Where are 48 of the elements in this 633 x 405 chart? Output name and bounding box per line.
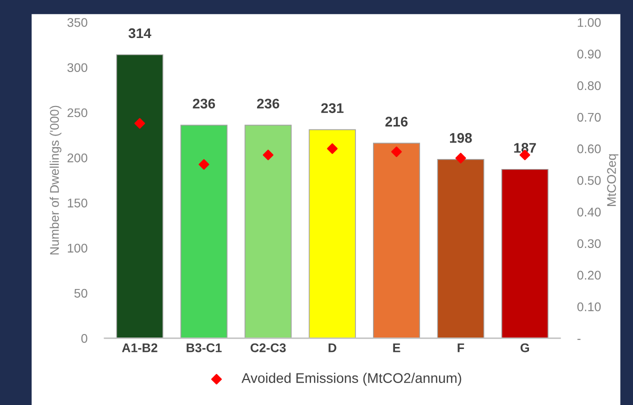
y2-tick-label: 0.20 xyxy=(577,270,601,280)
point xyxy=(262,150,274,160)
data-label: 216 xyxy=(385,116,408,127)
bar xyxy=(437,159,484,338)
y-tick-label: 350 xyxy=(67,18,88,27)
y-tick-label: 200 xyxy=(68,153,88,162)
x-tick-label: A1-B2 xyxy=(122,343,158,352)
x-tick-label: C2-C3 xyxy=(250,343,286,352)
y-tick-label: 250 xyxy=(68,108,88,118)
y2-tick-label: 0.50 xyxy=(577,176,601,185)
y2-tick-label: 0.40 xyxy=(577,208,601,216)
y2-tick-label: 0.90 xyxy=(577,50,601,59)
y2-tick-label: - xyxy=(577,338,580,340)
x-tick-label: E xyxy=(393,343,400,352)
point xyxy=(198,159,210,170)
y-tick-label: 300 xyxy=(67,63,88,72)
y2-tick-label: 0.60 xyxy=(577,144,601,154)
x-tick-label: D xyxy=(328,343,336,352)
y-tick-label: 0 xyxy=(81,334,88,343)
data-label: 236 xyxy=(257,98,280,109)
y2-tick-label: 0.10 xyxy=(577,302,601,312)
data-label: 236 xyxy=(192,98,216,109)
legend-label: Avoided Emissions (MtCO2/annum) xyxy=(242,372,462,386)
y2-axis-title: MtCO2eq xyxy=(607,154,618,206)
y2-tick-label: 0.30 xyxy=(577,239,601,248)
y-tick-label: 50 xyxy=(74,288,88,298)
point xyxy=(455,152,466,164)
data-label: 231 xyxy=(321,103,344,114)
point xyxy=(391,146,402,158)
bar xyxy=(180,124,228,338)
y2-tick-label: 1.00 xyxy=(578,18,601,27)
data-label: 198 xyxy=(450,132,472,143)
bar xyxy=(116,54,164,338)
bar xyxy=(501,168,548,338)
y-axis-title: Number of Dwellings ('000) xyxy=(50,106,62,254)
bar xyxy=(244,124,292,338)
point xyxy=(327,143,338,154)
x-tick-label: F xyxy=(458,343,464,352)
y-tick-label: 100 xyxy=(68,244,88,253)
y2-tick-label: 0.80 xyxy=(577,81,601,90)
x-tick-label: B3-C1 xyxy=(186,343,222,352)
y-tick-label: 150 xyxy=(68,198,88,208)
bar xyxy=(308,129,356,338)
y2-tick-label: 0.70 xyxy=(577,112,601,122)
bar xyxy=(372,142,420,338)
x-tick-label: G xyxy=(520,343,529,352)
data-label: 314 xyxy=(128,28,152,38)
point xyxy=(134,118,146,129)
